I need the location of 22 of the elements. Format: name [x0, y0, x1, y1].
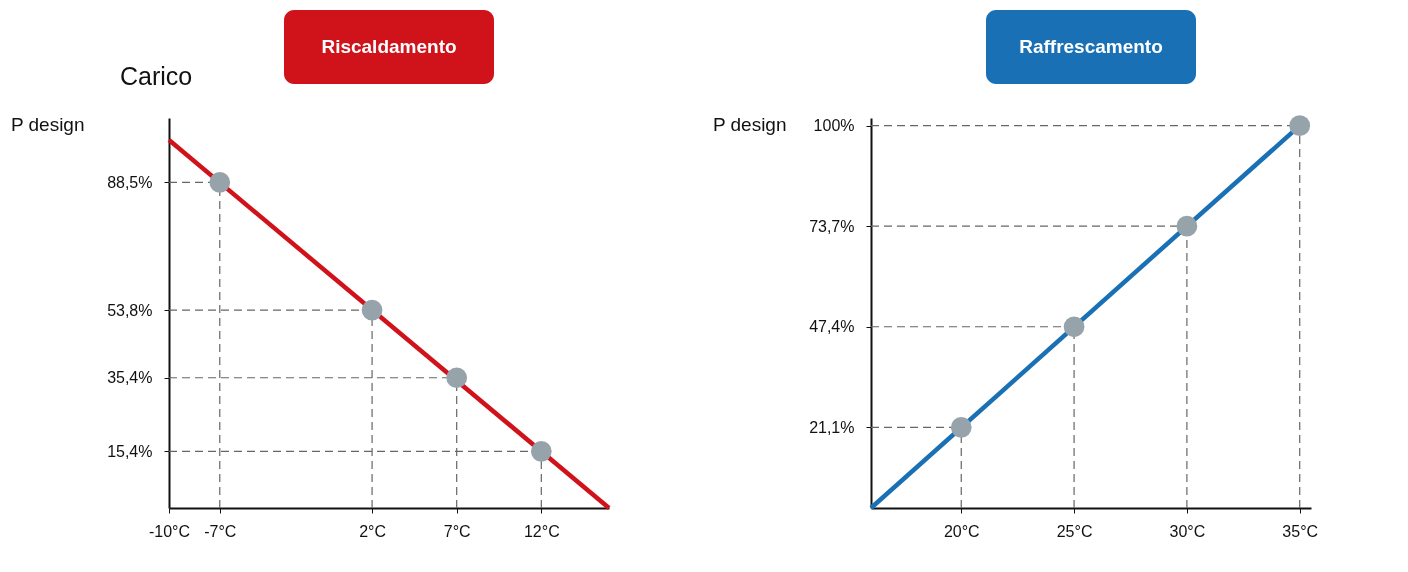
y-tick-label: 15,4% [107, 442, 153, 460]
y-axis-title: P design [712, 113, 787, 135]
y-tick-label: 100% [813, 117, 855, 135]
y-tick-label: 35,4% [107, 369, 153, 387]
x-tick-label: -10°C [148, 522, 191, 540]
chart-title: Riscaldamento [321, 36, 457, 57]
x-tick-label: 20°C [943, 522, 980, 540]
chart-title: Raffrescamento [1019, 36, 1163, 57]
y-axis-title: P design [10, 113, 85, 135]
y-tick-label: 47,4% [809, 318, 855, 336]
x-tick-label: 35°C [1282, 522, 1319, 540]
x-tick-label: 2°C [359, 522, 387, 540]
y-tick-label: 53,8% [107, 301, 153, 319]
text: Carico [120, 62, 193, 90]
y-tick-label: 73,7% [809, 217, 855, 235]
y-tick-label: 21,1% [809, 418, 855, 436]
x-tick-label: 12°C [523, 522, 560, 540]
x-tick-label: 25°C [1056, 522, 1093, 540]
x-tick-label: 30°C [1169, 522, 1206, 540]
x-tick-label: 7°C [443, 522, 471, 540]
x-tick-label: -7°C [204, 522, 237, 540]
y-tick-label: 88,5% [107, 173, 153, 191]
